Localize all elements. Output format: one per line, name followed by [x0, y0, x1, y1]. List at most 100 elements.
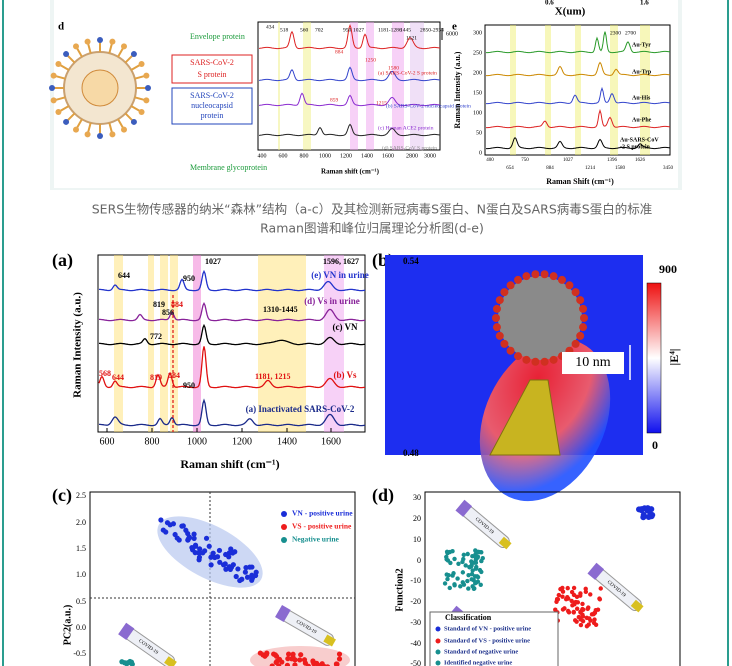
- virus-spike: [549, 355, 558, 364]
- scatter-point: [242, 569, 248, 575]
- curve-label: (b) Vs: [333, 370, 357, 380]
- scatter-point: [336, 656, 343, 662]
- virus-spike: [579, 323, 588, 332]
- virus-core: [81, 69, 119, 107]
- legend-label: -2 S protein: [620, 144, 651, 150]
- peak-label: 1521: [406, 35, 417, 41]
- scatter-point: [578, 622, 584, 628]
- panel-label: (c): [52, 485, 72, 506]
- spike: [117, 118, 124, 129]
- y-tick-label: 10: [413, 535, 421, 544]
- highlight-band: [278, 22, 280, 150]
- y-tick-label: 100: [473, 110, 482, 116]
- legend-marker: [281, 511, 287, 517]
- scatter-point: [247, 564, 253, 570]
- x-tick-label: 1600: [321, 436, 341, 447]
- nanowire: [489, 379, 561, 456]
- tube-tip: [630, 599, 644, 613]
- panel-label: (a): [52, 250, 73, 271]
- x-tick-label: 654: [506, 166, 514, 171]
- scatter-point: [588, 618, 593, 623]
- virus-spike: [495, 296, 504, 305]
- spike-head: [138, 61, 145, 67]
- scatter-point: [319, 661, 325, 666]
- legend-box: [429, 611, 559, 666]
- scatter-point: [226, 554, 232, 560]
- scatter-point: [269, 663, 275, 666]
- virus-spike: [514, 275, 522, 284]
- peak-label: 1310-1445: [263, 305, 298, 314]
- spike-head: [121, 126, 127, 133]
- highlight-band: [545, 25, 551, 155]
- legend-label: VS - positive urine: [292, 522, 352, 531]
- label: protein: [201, 111, 224, 120]
- tube-cap: [455, 499, 473, 517]
- tube-cap: [118, 622, 135, 640]
- spike: [108, 43, 113, 54]
- scatter-point: [174, 535, 180, 541]
- scatter-point: [285, 656, 291, 662]
- scatter-point: [558, 586, 563, 592]
- scatter-point: [588, 592, 593, 597]
- peak-label: 884: [335, 49, 344, 55]
- scatter-point: [302, 660, 308, 666]
- highlight-band: [350, 22, 358, 150]
- spike-head: [55, 61, 62, 67]
- label: 0.54: [403, 256, 419, 266]
- legend-label: VN - positive urine: [292, 509, 353, 518]
- spike: [76, 118, 83, 129]
- legend-label: Standard of VS - positive urine: [444, 637, 530, 644]
- y-tick-label: 0: [479, 150, 482, 156]
- scatter-point: [598, 586, 603, 591]
- spectrum: [99, 302, 366, 322]
- virus-spike: [571, 288, 580, 297]
- x-axis-title: Raman Shift (cm⁻¹): [546, 177, 614, 186]
- virus-spike: [522, 272, 531, 281]
- scatter-point: [452, 583, 457, 588]
- legend-marker: [281, 524, 287, 530]
- spike: [134, 96, 145, 101]
- scatter-point: [447, 549, 452, 555]
- tube: COVID-19: [587, 562, 644, 613]
- label: 0.48: [403, 448, 419, 458]
- y-tick-label: -0.5: [73, 649, 86, 658]
- x-tick-label: 1580: [615, 166, 626, 171]
- virus-spike: [576, 296, 585, 305]
- scatter-point: [452, 556, 457, 562]
- scatter-point: [160, 527, 166, 533]
- virus-spike: [492, 323, 501, 332]
- scatter-point: [586, 605, 591, 610]
- highlight-band: [392, 22, 404, 150]
- plot-frame: [257, 21, 441, 151]
- legend-marker: [435, 649, 441, 655]
- spectrum: [258, 92, 441, 107]
- scatter-point: [565, 585, 570, 591]
- peak-label: 1027: [353, 27, 364, 33]
- scatter-point: [297, 657, 303, 663]
- panel-label: e: [452, 21, 457, 33]
- label: 0.6: [545, 0, 554, 7]
- scatter-point: [475, 554, 481, 559]
- scatter-point: [292, 657, 298, 663]
- spike-head: [109, 131, 116, 138]
- spectrum: [258, 123, 441, 137]
- legend-marker: [435, 660, 441, 666]
- scatter-point: [456, 561, 461, 566]
- spectrum: [486, 108, 671, 129]
- scatter-point: [446, 572, 451, 578]
- scatter-point: [274, 658, 280, 665]
- spectrum: [486, 86, 671, 105]
- virus-spike: [549, 272, 558, 281]
- virus-spike: [540, 270, 549, 279]
- scatter-point: [638, 506, 645, 513]
- label: 2300: [610, 30, 621, 36]
- x-tick-label: 3000: [424, 153, 436, 159]
- peak-label: 1580: [388, 65, 399, 71]
- tube-cap: [587, 562, 605, 580]
- legend-label: Au-Tyr: [632, 42, 651, 48]
- panel-label: d: [58, 21, 64, 33]
- y-tick-label: 250: [473, 50, 482, 56]
- scatter-point: [592, 610, 597, 616]
- scatter-point: [445, 576, 450, 582]
